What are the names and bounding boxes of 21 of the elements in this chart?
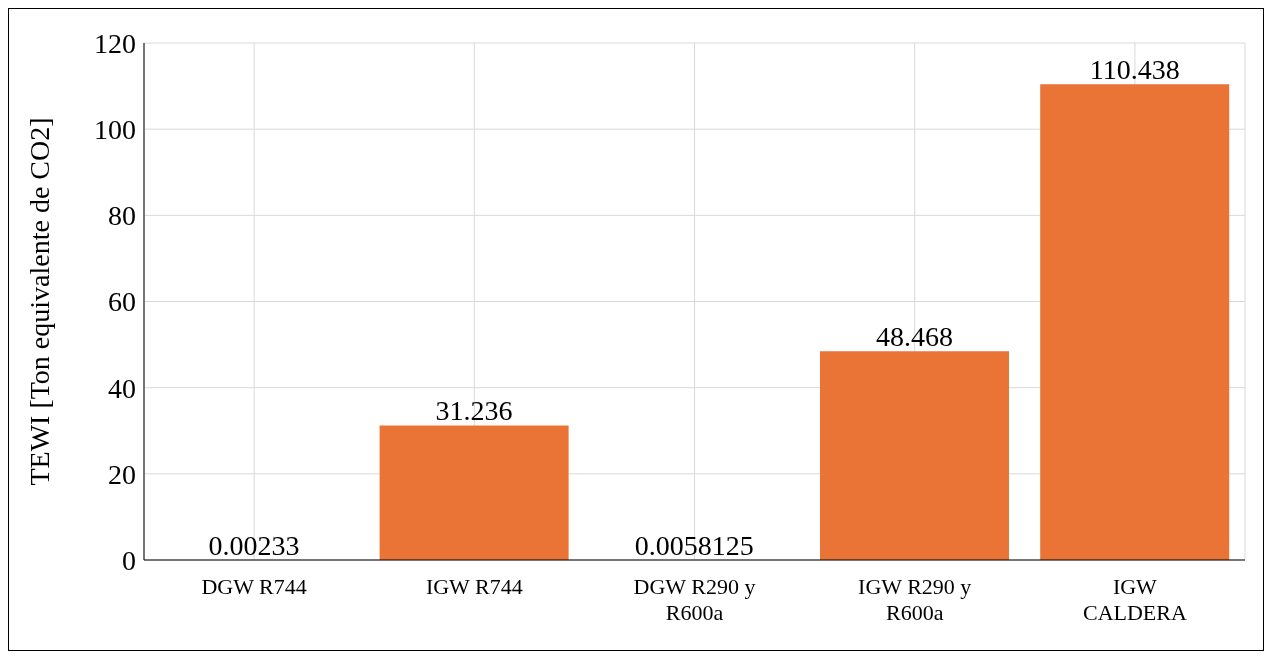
bar bbox=[379, 425, 569, 560]
data-label: 0.00233 bbox=[208, 529, 300, 561]
x-tick-label: DGW R290 y R600a bbox=[633, 574, 756, 625]
y-tick-label: 40 bbox=[108, 372, 136, 404]
x-tick-label: DGW R744 bbox=[201, 574, 307, 599]
y-tick-label: 60 bbox=[108, 286, 136, 318]
y-tick-label: 80 bbox=[108, 200, 136, 232]
y-axis-title: TEWI [Ton equivalente de CO2] bbox=[23, 117, 55, 486]
y-tick-label: 100 bbox=[94, 114, 136, 146]
bar bbox=[820, 351, 1010, 560]
x-tick-label: IGW CALDERA bbox=[1082, 574, 1187, 625]
data-label: 31.236 bbox=[435, 395, 513, 427]
y-tick-label: 20 bbox=[108, 458, 136, 490]
data-label: 0.0058125 bbox=[634, 529, 754, 561]
y-tick-label: 120 bbox=[94, 27, 136, 59]
data-label: 110.438 bbox=[1089, 54, 1180, 86]
y-tick-label: 0 bbox=[122, 544, 136, 576]
x-tick-label: IGW R290 y R600a bbox=[858, 574, 972, 625]
bar bbox=[1040, 84, 1230, 560]
data-label: 48.468 bbox=[876, 321, 954, 353]
x-tick-label: IGW R744 bbox=[425, 574, 523, 599]
